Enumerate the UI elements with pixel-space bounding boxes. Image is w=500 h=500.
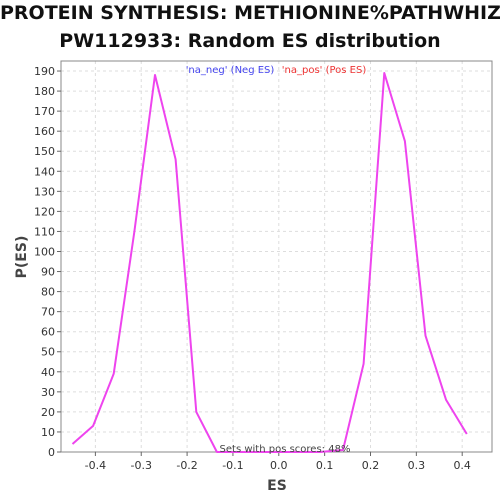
x-tick-label: -0.4 <box>85 459 106 472</box>
y-tick-label: 180 <box>34 85 55 98</box>
y-tick-label: 150 <box>34 145 55 158</box>
y-tick-label: 10 <box>41 426 55 439</box>
x-tick-label: -0.2 <box>176 459 197 472</box>
y-tick-label: 40 <box>41 366 55 379</box>
x-tick-label: 0.2 <box>362 459 380 472</box>
y-tick-label: 100 <box>34 245 55 258</box>
x-tick-label: -0.1 <box>222 459 243 472</box>
y-tick-label: 60 <box>41 326 55 339</box>
legend-neg: 'na_neg' (Neg ES) <box>186 65 275 76</box>
x-axis-label: ES <box>267 478 287 494</box>
grid-lines <box>61 61 492 453</box>
series-layer <box>71 72 468 453</box>
y-tick-label: 0 <box>48 446 55 459</box>
y-tick-label: 20 <box>41 406 55 419</box>
y-axis-label: P(ES) <box>14 236 30 279</box>
y-tick-label: 90 <box>41 266 55 279</box>
x-tick-label: 0.1 <box>316 459 334 472</box>
y-tick-label: 30 <box>41 386 55 399</box>
chart-subtitle: PW112933: Random ES distribution <box>59 30 441 52</box>
y-tick-label: 50 <box>41 346 55 359</box>
y-tick-label: 70 <box>41 306 55 319</box>
plot-frame <box>60 60 493 453</box>
x-tick-label: 0.0 <box>270 459 288 472</box>
y-axis-ticks: 0 10 20 30 40 50 60 70 80 90 100 110 120 130 140 150 160… <box>34 65 61 459</box>
x-axis-ticks: -0.4 -0.3 -0.2 -0.1 0.0 0.1 0.2 0.3 0.4 <box>85 452 471 472</box>
y-tick-label: 130 <box>34 185 55 198</box>
pos-score-annotation: Sets with pos scores: 48% <box>220 444 351 455</box>
y-tick-label: 120 <box>34 205 55 218</box>
y-tick-label: 170 <box>34 105 55 118</box>
chart-title: PROTEIN SYNTHESIS: METHIONINE%PATHWHIZ% <box>0 2 500 24</box>
x-tick-label: 0.4 <box>453 459 471 472</box>
x-tick-label: 0.3 <box>408 459 426 472</box>
y-tick-label: 160 <box>34 125 55 138</box>
legend-pos: 'na_pos' (Pos ES) <box>282 65 367 76</box>
x-tick-label: -0.3 <box>131 459 152 472</box>
es-distribution-line <box>71 72 468 453</box>
y-tick-label: 190 <box>34 65 55 78</box>
y-tick-label: 80 <box>41 286 55 299</box>
y-tick-label: 140 <box>34 165 55 178</box>
y-tick-label: 110 <box>34 225 55 238</box>
